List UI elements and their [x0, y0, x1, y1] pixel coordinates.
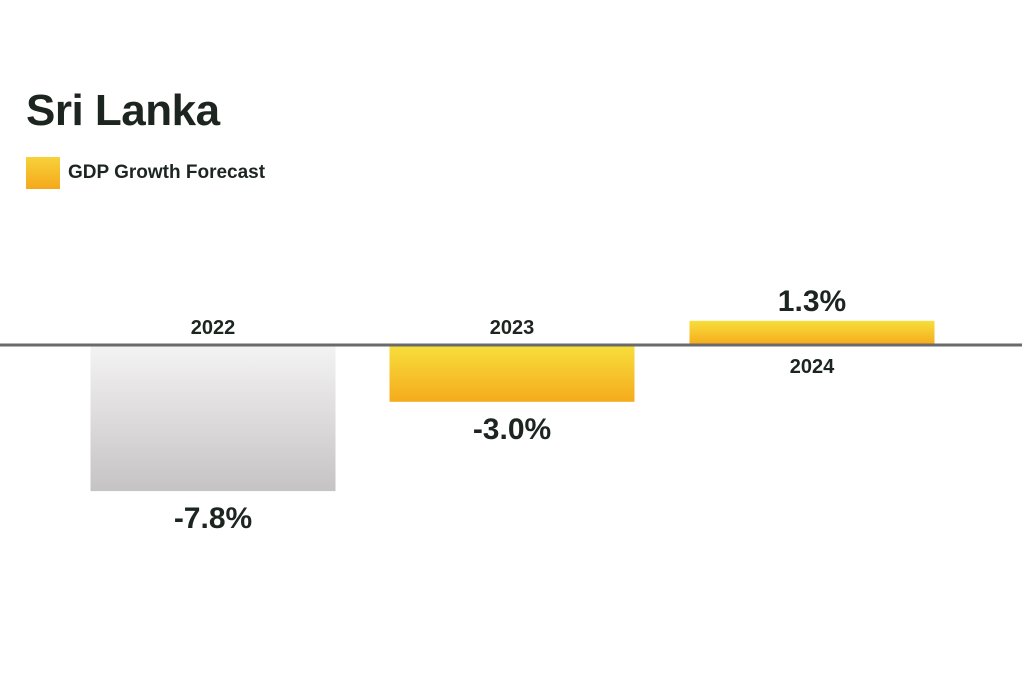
bar-2024: [689, 320, 935, 345]
legend: GDP Growth Forecast: [26, 157, 265, 189]
chart-title: Sri Lanka: [26, 86, 220, 135]
bar-2022: [90, 346, 336, 492]
value-label-2024: 1.3%: [778, 285, 846, 318]
category-label-2022: 2022: [191, 317, 236, 339]
value-label-2023: -3.0%: [473, 413, 551, 446]
legend-label: GDP Growth Forecast: [68, 162, 266, 183]
value-label-2022: -7.8%: [174, 502, 252, 535]
category-label-2023: 2023: [490, 317, 535, 339]
category-label-2024: 2024: [790, 356, 835, 378]
bar-2023: [389, 346, 635, 402]
legend-swatch: [26, 157, 60, 189]
